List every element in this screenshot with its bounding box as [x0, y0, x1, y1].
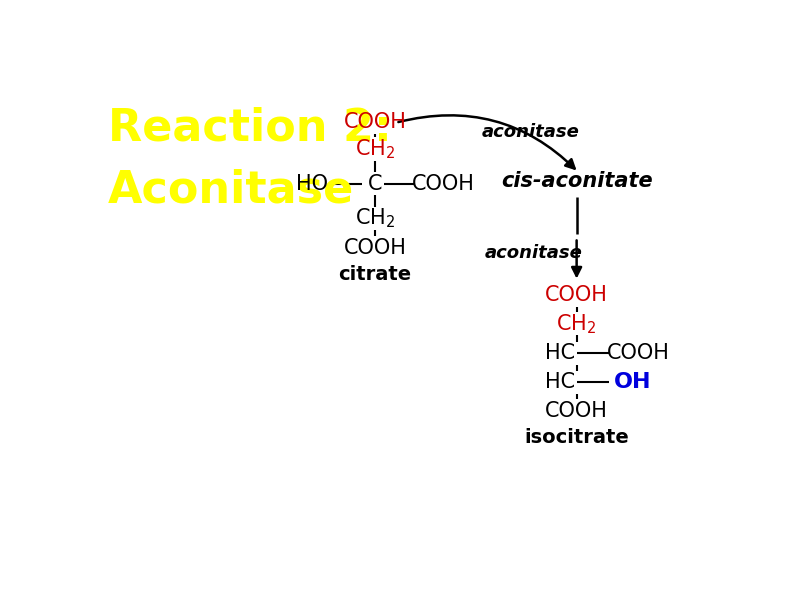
Text: HC: HC	[545, 343, 574, 363]
Text: Reaction 2:: Reaction 2:	[108, 107, 392, 149]
Text: COOH: COOH	[545, 286, 608, 305]
Text: HC: HC	[545, 373, 574, 392]
Text: CH$_2$: CH$_2$	[355, 206, 395, 230]
Text: CH$_2$: CH$_2$	[355, 137, 395, 161]
Text: isocitrate: isocitrate	[524, 428, 629, 447]
FancyArrowPatch shape	[398, 115, 574, 169]
Text: COOH: COOH	[545, 401, 608, 421]
Text: COOH: COOH	[412, 173, 474, 194]
Text: COOH: COOH	[607, 343, 670, 363]
Text: COOH: COOH	[344, 112, 406, 132]
Text: aconitase: aconitase	[485, 244, 583, 262]
Text: citrate: citrate	[338, 265, 412, 283]
Text: C: C	[368, 173, 382, 194]
Text: OH: OH	[614, 373, 651, 392]
Text: CH$_2$: CH$_2$	[557, 312, 597, 335]
Text: cis-aconitate: cis-aconitate	[501, 172, 653, 191]
Text: aconitase: aconitase	[481, 123, 579, 141]
Text: COOH: COOH	[344, 238, 406, 257]
Text: Aconitase: Aconitase	[108, 168, 354, 211]
Text: HO: HO	[295, 173, 327, 194]
